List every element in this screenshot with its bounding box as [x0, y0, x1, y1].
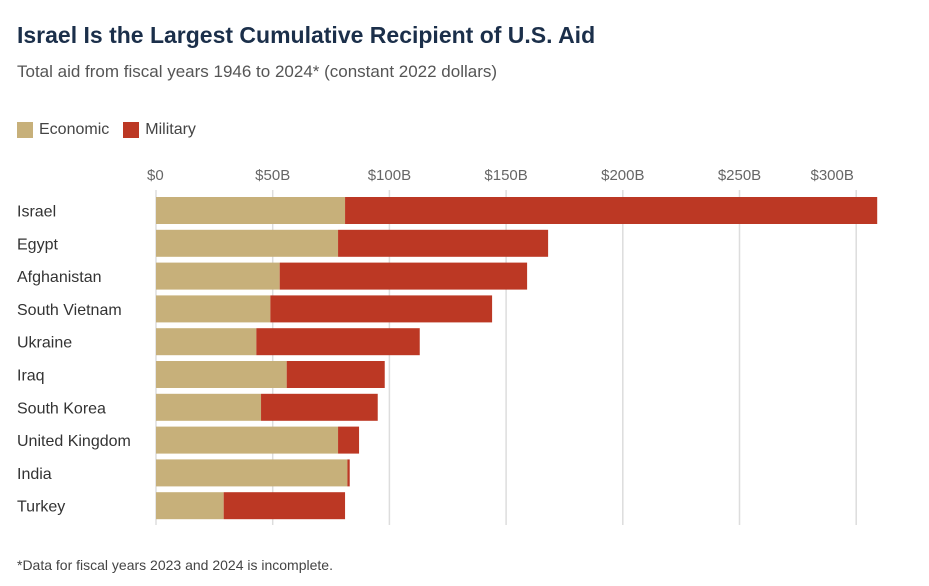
bar-military — [256, 328, 420, 356]
category-label: Israel — [17, 204, 56, 221]
category-label: Iraq — [17, 368, 45, 385]
bar-economic — [156, 426, 339, 454]
x-tick-label: $300B — [811, 167, 854, 184]
chart-title: Israel Is the Largest Cumulative Recipie… — [17, 22, 596, 48]
x-tick-label: $50B — [255, 167, 290, 184]
bar-economic — [156, 262, 280, 290]
legend-swatch-military — [123, 122, 140, 138]
category-label: India — [17, 466, 52, 483]
bar-economic — [156, 393, 262, 421]
bar-economic — [156, 295, 271, 323]
category-label: Afghanistan — [17, 269, 102, 286]
bar-military — [347, 459, 350, 487]
bar-military — [345, 197, 878, 224]
category-label: South Korea — [17, 400, 106, 417]
bar-military — [338, 426, 360, 454]
x-tick-label: $100B — [368, 167, 411, 184]
bar-military — [270, 295, 493, 323]
bar-economic — [156, 328, 257, 356]
bar-military — [286, 361, 385, 388]
bar-economic — [156, 361, 287, 388]
bar-economic — [156, 492, 224, 520]
x-tick-label: $200B — [601, 167, 644, 184]
footnote: *Data for fiscal years 2023 and 2024 is … — [17, 557, 333, 573]
bar-military — [279, 262, 528, 290]
category-label: Turkey — [17, 499, 65, 516]
legend-label: Economic — [39, 121, 110, 138]
bar-military — [338, 229, 549, 257]
x-tick-label: $150B — [484, 167, 527, 184]
legend-item-economic: Economic — [17, 121, 109, 139]
legend-label: Military — [145, 121, 196, 138]
bar-economic — [156, 229, 339, 257]
category-label: Ukraine — [17, 335, 72, 352]
legend-item-military: Military — [123, 121, 196, 139]
bar-economic — [156, 197, 346, 224]
bar-economic — [156, 459, 348, 487]
category-label: South Vietnam — [17, 302, 122, 319]
x-tick-label: $250B — [718, 167, 761, 184]
x-tick-label: $0 — [147, 167, 164, 184]
bar-military — [261, 393, 378, 421]
legend-swatch-economic — [17, 122, 33, 138]
legend: Economic Military — [17, 121, 196, 139]
category-label: Egypt — [17, 236, 58, 253]
chart-subtitle: Total aid from fiscal years 1946 to 2024… — [17, 62, 498, 81]
category-label: United Kingdom — [17, 433, 131, 450]
bar-military — [223, 492, 346, 520]
